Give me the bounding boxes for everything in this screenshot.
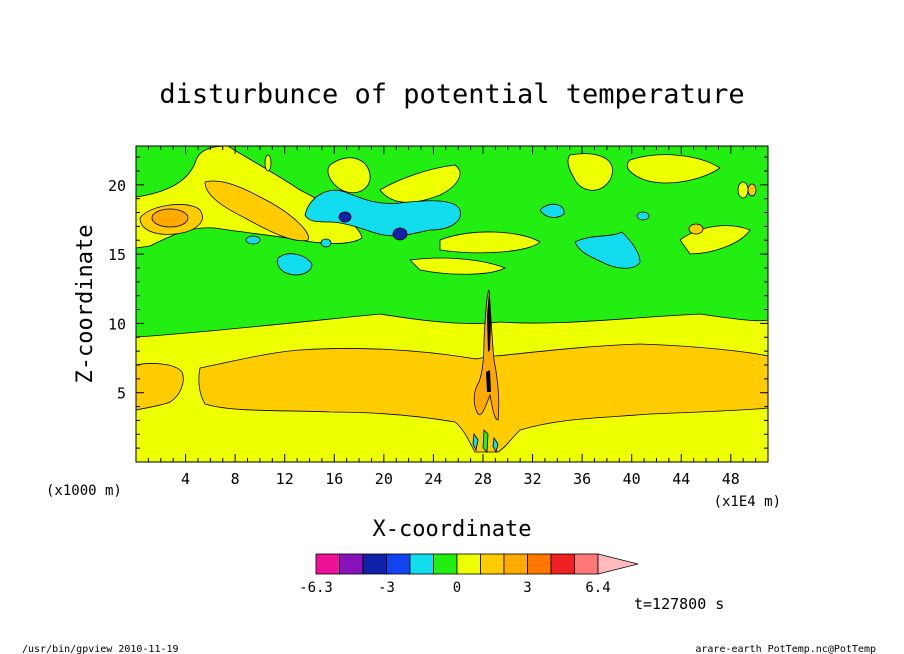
colorbar-label: 3 [523, 580, 531, 596]
yellow-patch-top-center [327, 153, 751, 275]
central-base-cyan [472, 432, 499, 454]
cyan-dot-1 [245, 235, 261, 245]
colorbar-swatch [550, 553, 575, 575]
colorbar [315, 553, 639, 575]
footer-left: /usr/bin/gpview 2010-11-19 [22, 644, 179, 654]
orange-dot-2 [688, 223, 704, 235]
colorbar-swatch [339, 553, 364, 575]
orange-patch-upper-left [139, 180, 309, 242]
time-label: t=127800 s [634, 595, 724, 613]
colorbar-swatch [433, 553, 458, 575]
yellow-dot-1 [264, 154, 272, 172]
colorbar-label: 6.4 [585, 580, 610, 596]
orange-band [136, 343, 768, 453]
orange-core-upper-left [151, 208, 189, 228]
y-tick-label: 5 [117, 385, 126, 403]
x-tick-label: 20 [375, 470, 393, 488]
blue-core-2 [392, 227, 408, 241]
footer-right: arare-earth_PotTemp.nc@PotTemp [695, 644, 876, 654]
colorbar-swatch [315, 553, 340, 575]
x-tick-label: 24 [424, 470, 442, 488]
cyan-dot-3 [636, 211, 650, 221]
y-tick-label: 10 [108, 315, 126, 333]
x-tick-label: 36 [573, 470, 591, 488]
colorbar-swatch [456, 553, 481, 575]
x-unit-left: (x1000 m) [46, 483, 122, 499]
x-tick-label: 16 [325, 470, 343, 488]
yellow-dot-2 [737, 181, 749, 199]
x-tick-label: 40 [623, 470, 641, 488]
x-tick-label: 44 [672, 470, 690, 488]
x-unit-right: (x1E4 m) [714, 494, 781, 510]
central-plume-core [486, 292, 491, 392]
colorbar-label: -3 [378, 580, 395, 596]
plot-frame [135, 145, 769, 463]
colorbar-swatch [527, 553, 552, 575]
y-tick-label: 15 [108, 246, 126, 264]
x-tick-label: 8 [231, 470, 240, 488]
y-axis-ticks: 5 10 15 20 [108, 156, 768, 449]
colorbar-swatch [409, 553, 434, 575]
cyan-patch-lower [276, 203, 641, 276]
y-tick-label: 20 [108, 177, 126, 195]
x-tick-label: 32 [524, 470, 542, 488]
central-plume [473, 289, 500, 421]
x-tick-label: 28 [474, 470, 492, 488]
colorbar-labels: -6.3 -3 0 3 6.4 [299, 580, 611, 596]
colorbar-swatch [574, 553, 599, 575]
x-tick-label: 48 [722, 470, 740, 488]
colorbar-swatch [362, 553, 387, 575]
x-axis-label: X-coordinate [373, 517, 532, 542]
chart-title: disturbunce of potential temperature [159, 79, 744, 110]
colorbar-swatch [386, 553, 411, 575]
colorbar-label: -6.3 [299, 580, 333, 596]
x-tick-label: 12 [276, 470, 294, 488]
x-tick-label: 4 [181, 470, 190, 488]
blue-core-1 [338, 211, 352, 223]
central-base-green [482, 429, 489, 453]
colorbar-swatch [503, 553, 528, 575]
colorbar-swatch [480, 553, 505, 575]
cyan-patch-center [304, 189, 461, 237]
orange-dot-1 [747, 183, 757, 197]
contour-field [136, 146, 768, 462]
x-axis-ticks: 4 8 12 16 20 24 28 32 36 40 44 48 [147, 146, 757, 488]
colorbar-arrow [597, 553, 639, 575]
colorbar-label: 0 [453, 580, 461, 596]
cyan-dot-2 [320, 238, 332, 248]
y-axis-label: Z-coordinate [73, 225, 98, 384]
yellow-band-bottom [136, 419, 768, 462]
